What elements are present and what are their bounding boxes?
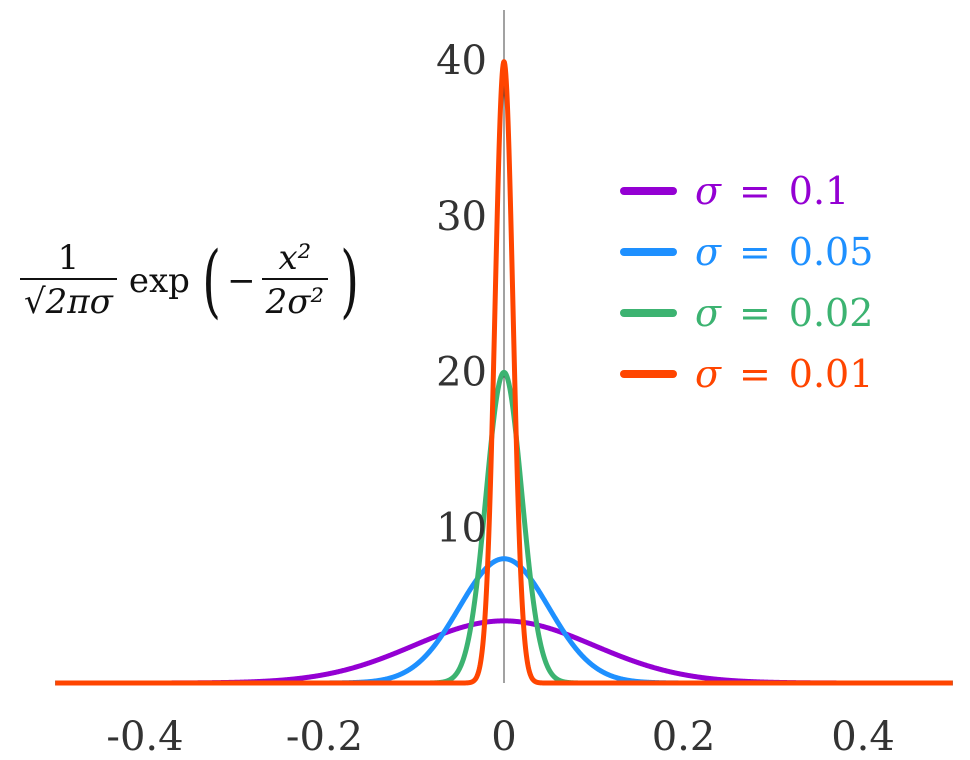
legend-item: σ = 0.05 xyxy=(620,221,873,282)
legend-equals: = xyxy=(738,290,771,335)
series-line-3 xyxy=(53,59,955,686)
legend-sigma: σ xyxy=(695,229,721,274)
x-tick-label: 0 xyxy=(491,714,516,760)
legend-equals: = xyxy=(738,351,771,396)
legend-sigma: σ xyxy=(695,351,721,396)
y-tick-label: 30 xyxy=(436,194,487,240)
legend-item: σ = 0.02 xyxy=(620,282,873,343)
x-tick-label: 0.2 xyxy=(652,714,716,760)
legend-sigma: σ xyxy=(695,168,721,213)
legend-value: 0.05 xyxy=(788,229,874,274)
y-tick-label: 20 xyxy=(436,350,487,396)
formula-inner-numerator: x² xyxy=(278,238,312,278)
formula-right-paren: ) xyxy=(340,234,360,327)
legend: σ = 0.1 σ = 0.05 σ = 0.02 σ = 0.01 xyxy=(620,160,873,404)
legend-sigma: σ xyxy=(695,290,721,335)
legend-equals: = xyxy=(738,229,771,274)
legend-swatch xyxy=(620,186,677,195)
formula-left-paren: ( xyxy=(202,234,221,327)
legend-swatch xyxy=(620,247,677,256)
y-tick-label: 40 xyxy=(436,38,487,84)
formula-denominator: √2πσ xyxy=(20,278,117,324)
legend-value: 0.01 xyxy=(788,351,874,396)
legend-item: σ = 0.01 xyxy=(620,343,873,404)
x-tick-label: -0.2 xyxy=(286,714,363,760)
formula-inner-fraction: x² 2σ² xyxy=(261,238,329,324)
formula-fraction: 1 √2πσ xyxy=(20,238,117,324)
series-layer xyxy=(53,59,955,686)
legend-swatch xyxy=(620,369,677,378)
formula-minus: − xyxy=(227,261,256,301)
legend-equals: = xyxy=(738,168,771,213)
legend-item: σ = 0.1 xyxy=(620,160,873,221)
y-tick-label: 10 xyxy=(436,505,487,551)
legend-swatch xyxy=(620,308,677,317)
y-axis-formula: 1 √2πσ exp ( − x² 2σ² ) xyxy=(14,238,365,324)
legend-value: 0.02 xyxy=(788,290,874,335)
x-tick-label: 0.4 xyxy=(831,714,895,760)
formula-exp: exp xyxy=(128,261,190,301)
formula-inner-denominator: 2σ² xyxy=(261,278,329,324)
tick-layer: -0.4 -0.2 0 0.2 0.4 10 20 30 40 xyxy=(106,38,894,760)
formula-numerator: 1 xyxy=(57,238,80,278)
legend-value: 0.1 xyxy=(788,168,850,213)
x-tick-label: -0.4 xyxy=(106,714,183,760)
